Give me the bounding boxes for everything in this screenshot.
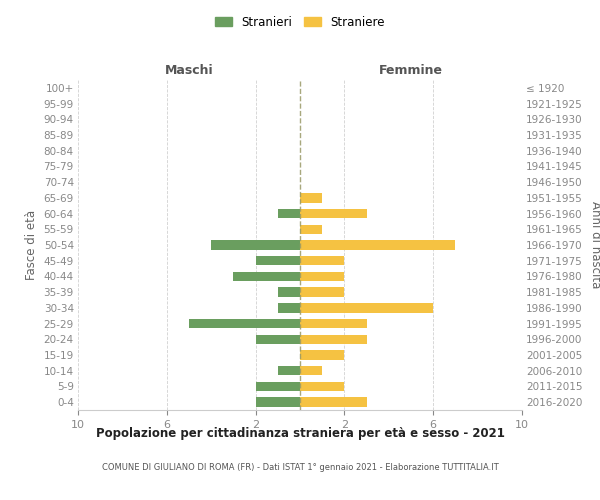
Y-axis label: Anni di nascita: Anni di nascita [589, 202, 600, 288]
Bar [300, 382, 344, 391]
Bar [300, 366, 322, 376]
Bar [300, 350, 344, 360]
Bar [300, 334, 367, 344]
Legend: Stranieri, Straniere: Stranieri, Straniere [211, 11, 389, 34]
Text: Popolazione per cittadinanza straniera per età e sesso - 2021: Popolazione per cittadinanza straniera p… [95, 428, 505, 440]
Bar [300, 398, 367, 407]
Text: COMUNE DI GIULIANO DI ROMA (FR) - Dati ISTAT 1° gennaio 2021 - Elaborazione TUTT: COMUNE DI GIULIANO DI ROMA (FR) - Dati I… [101, 462, 499, 471]
Bar [256, 256, 300, 266]
Bar [300, 209, 367, 218]
Bar [300, 272, 344, 281]
Bar [278, 209, 300, 218]
Bar [256, 382, 300, 391]
Bar [211, 240, 300, 250]
Bar [300, 256, 344, 266]
Title: Femmine: Femmine [379, 64, 443, 78]
Bar [278, 303, 300, 312]
Bar [189, 319, 300, 328]
Y-axis label: Fasce di età: Fasce di età [25, 210, 38, 280]
Bar [278, 288, 300, 297]
Bar [300, 240, 455, 250]
Title: Maschi: Maschi [164, 64, 214, 78]
Bar [233, 272, 300, 281]
Bar [256, 334, 300, 344]
Bar [300, 319, 367, 328]
Bar [300, 288, 344, 297]
Bar [300, 193, 322, 202]
Bar [256, 398, 300, 407]
Bar [300, 303, 433, 312]
Bar [278, 366, 300, 376]
Bar [300, 224, 322, 234]
